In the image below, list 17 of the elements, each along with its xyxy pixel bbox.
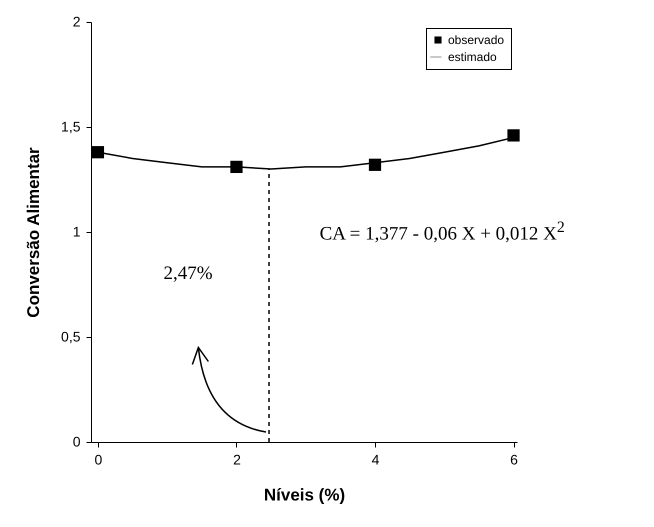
- annotation: CA = 1,377 - 0,06 X + 0,012 X$^{2}$: [320, 219, 565, 246]
- y-tick-label: 0: [72, 434, 81, 450]
- x-tick-label: 0: [94, 452, 103, 468]
- annotation: 2,47%: [163, 263, 213, 285]
- x-tick-label: 4: [372, 452, 380, 468]
- x-axis-title: Níveis (%): [264, 486, 346, 504]
- legend-label: observado: [448, 33, 504, 47]
- point: [92, 146, 104, 158]
- y-tick-label: 1,5: [61, 118, 81, 134]
- x-tick-label: 2: [233, 452, 242, 468]
- legend-label: estimado: [448, 50, 498, 64]
- y-tick-label: 0,5: [61, 328, 81, 344]
- y-tick-label: 1: [72, 224, 81, 240]
- point: [507, 129, 520, 142]
- x-tick-label: 6: [510, 452, 518, 468]
- y-axis-title: Conversão Alimentar: [24, 146, 44, 318]
- y-tick-label: 2: [72, 14, 81, 30]
